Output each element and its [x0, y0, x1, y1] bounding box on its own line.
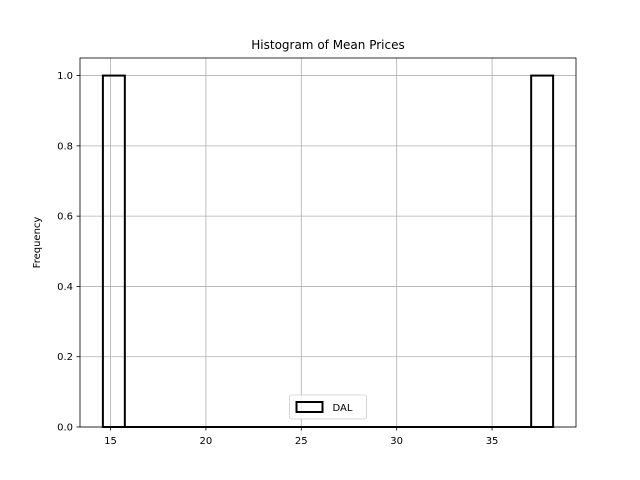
plot-frame	[79, 57, 577, 428]
y-tick-label: 0.8	[57, 141, 73, 152]
y-axis-label: Frequency	[32, 217, 43, 269]
plot-area	[80, 58, 576, 427]
x-tick-label: 35	[486, 436, 499, 447]
legend: DAL	[289, 394, 367, 420]
y-tick-label: 0.6	[57, 212, 73, 223]
grid-lines	[80, 58, 576, 428]
chart-title: Histogram of Mean Prices	[251, 38, 404, 52]
y-tick-label: 1.0	[57, 71, 73, 82]
legend-entry-label: DAL	[333, 403, 353, 414]
x-tick-label: 30	[390, 436, 403, 447]
y-tick-label: 0.2	[57, 352, 73, 363]
y-tick-label: 0.4	[57, 282, 73, 293]
y-tick-label: 0.0	[57, 423, 73, 434]
x-axis-ticks: 15 20 25 30 35	[104, 427, 498, 447]
x-tick-label: 15	[104, 436, 117, 447]
x-tick-label: 25	[295, 436, 308, 447]
legend-box	[289, 394, 367, 420]
x-tick-label: 20	[200, 436, 213, 447]
legend-swatch	[295, 401, 324, 413]
y-axis-ticks: 0.0 0.2 0.4 0.6 0.8 1.0	[57, 71, 80, 434]
